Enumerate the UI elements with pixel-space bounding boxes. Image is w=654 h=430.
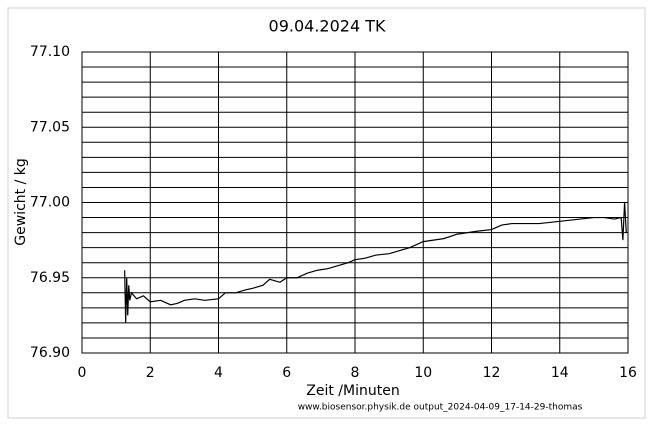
x-axis-label: Zeit /Minuten bbox=[306, 383, 399, 399]
data-line bbox=[124, 202, 627, 323]
x-tick-label: 16 bbox=[619, 365, 637, 381]
x-tick-label: 8 bbox=[351, 365, 360, 381]
y-tick-label: 77.10 bbox=[30, 44, 70, 60]
y-tick-label: 76.95 bbox=[30, 270, 70, 286]
x-tick-label: 2 bbox=[146, 365, 155, 381]
y-tick-label: 76.90 bbox=[30, 345, 70, 361]
chart-frame bbox=[7, 7, 646, 419]
y-tick-label: 77.05 bbox=[30, 119, 70, 135]
x-tick-label: 14 bbox=[551, 365, 569, 381]
footer: www.biosensor.physik.de output_2024-04-0… bbox=[298, 403, 583, 413]
x-tick-label: 4 bbox=[214, 365, 223, 381]
chart-title: 09.04.2024 TK bbox=[269, 17, 386, 36]
y-tick-label: 77.00 bbox=[30, 195, 70, 211]
y-axis-label: Gewicht / kg bbox=[13, 158, 29, 245]
x-tick-label: 0 bbox=[78, 365, 87, 381]
x-tick-label: 10 bbox=[414, 365, 432, 381]
x-tick-label: 12 bbox=[483, 365, 501, 381]
x-tick-label: 6 bbox=[282, 365, 291, 381]
